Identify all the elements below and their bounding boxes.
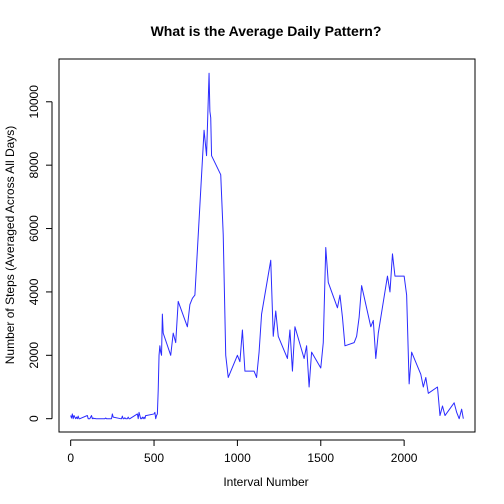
y-axis-label: Number of Steps (Averaged Across All Day… (3, 126, 17, 365)
y-tick-label: 2000 (27, 342, 41, 369)
y-tick-label: 10000 (27, 85, 41, 119)
x-axis: 0 500 1000 1500 2000 (67, 439, 418, 465)
x-tick-label: 1000 (224, 451, 251, 465)
x-tick-label: 1500 (307, 451, 334, 465)
x-tick-label: 500 (144, 451, 164, 465)
plot-area (58, 58, 476, 433)
y-tick-label: 6000 (27, 215, 41, 242)
series-line (70, 72, 464, 420)
chart-title: What is the Average Daily Pattern? (151, 23, 382, 39)
x-tick-label: 2000 (391, 451, 418, 465)
y-tick-label: 0 (27, 415, 41, 422)
x-tick-label: 0 (67, 451, 74, 465)
y-axis: 0 2000 4000 6000 8000 10000 (27, 85, 53, 422)
y-tick-label: 4000 (27, 278, 41, 305)
x-axis-label: Interval Number (223, 475, 308, 489)
y-tick-label: 8000 (27, 151, 41, 178)
